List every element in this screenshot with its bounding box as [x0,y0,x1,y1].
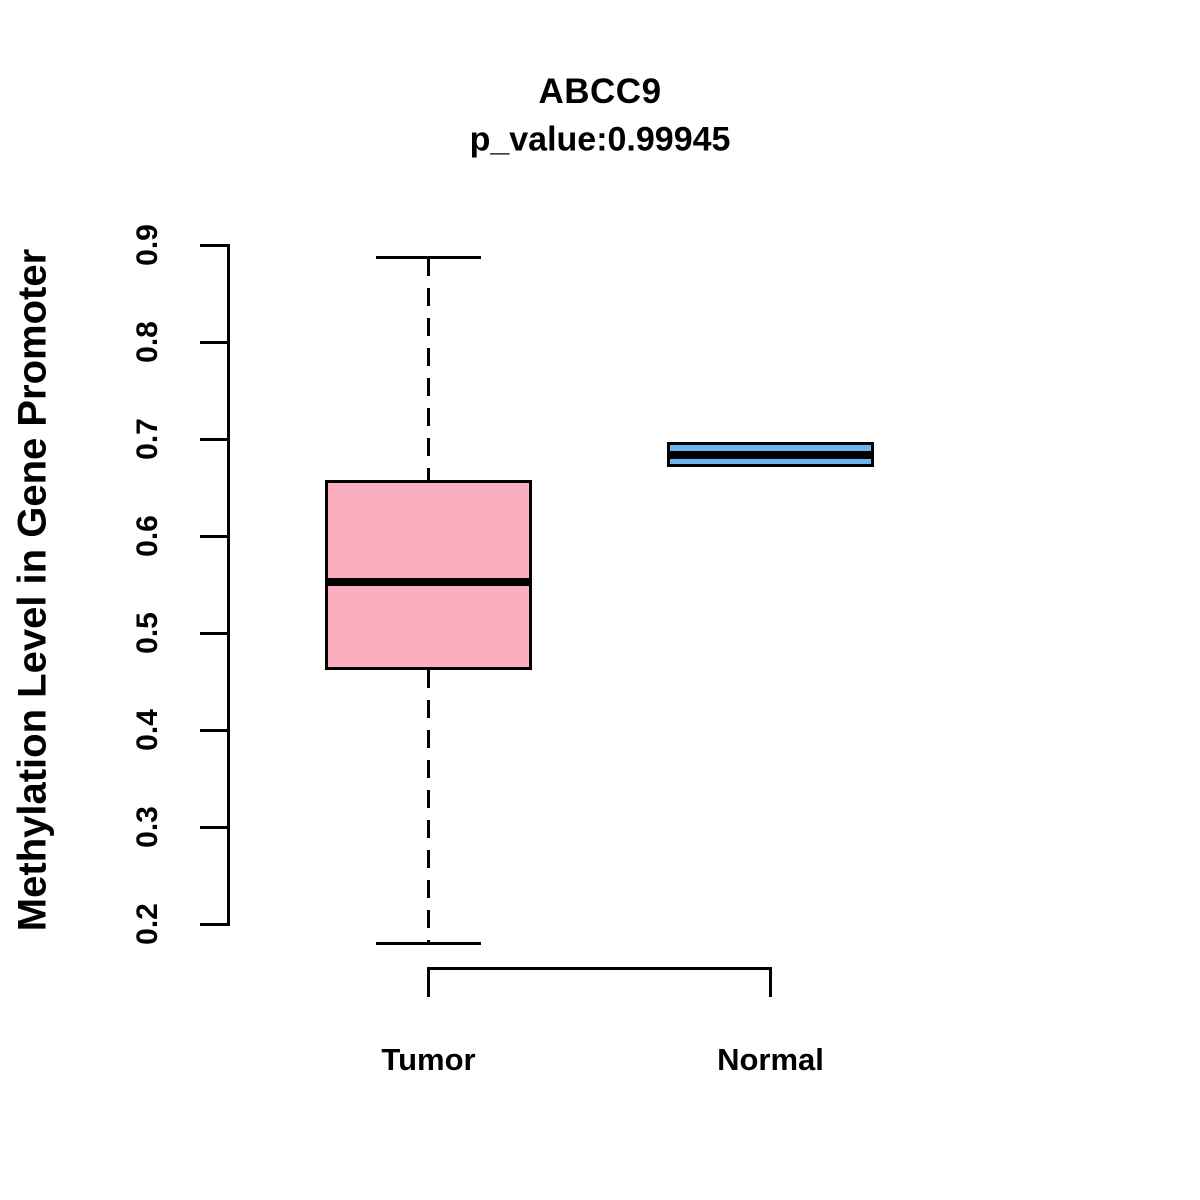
box-tumor [325,479,532,670]
y-tick [200,825,230,829]
group-label-tumor: Tumor [381,1042,476,1077]
y-tick-label: 0.7 [131,418,164,460]
y-tick-label: 0.3 [131,806,164,848]
upper-whisker-cap [376,256,481,260]
lower-whisker-cap [376,941,481,945]
y-tick [200,437,230,441]
y-tick [200,728,230,732]
y-tick [200,340,230,344]
median-line [667,450,874,459]
x-tick [427,966,430,997]
y-tick [200,243,230,247]
upper-whisker-line [427,257,430,480]
x-axis-line [427,966,772,970]
lower-whisker-line [427,669,430,944]
y-tick-label: 0.2 [131,903,164,945]
chart-title: ABCC9 [538,72,662,111]
y-tick-label: 0.5 [131,612,164,654]
chart-subtitle: p_value:0.99945 [469,120,731,159]
x-tick [769,966,772,997]
y-tick-label: 0.6 [131,515,164,557]
y-axis-line [227,243,230,926]
y-axis-title: Methylation Level in Gene Promoter [10,248,55,932]
y-tick-label: 0.4 [131,709,164,751]
y-tick [200,534,230,538]
y-tick [200,631,230,635]
median-line [325,577,532,586]
y-tick-label: 0.9 [131,224,164,266]
y-tick-label: 0.8 [131,321,164,363]
group-label-normal: Normal [717,1042,824,1077]
y-tick [200,922,230,926]
